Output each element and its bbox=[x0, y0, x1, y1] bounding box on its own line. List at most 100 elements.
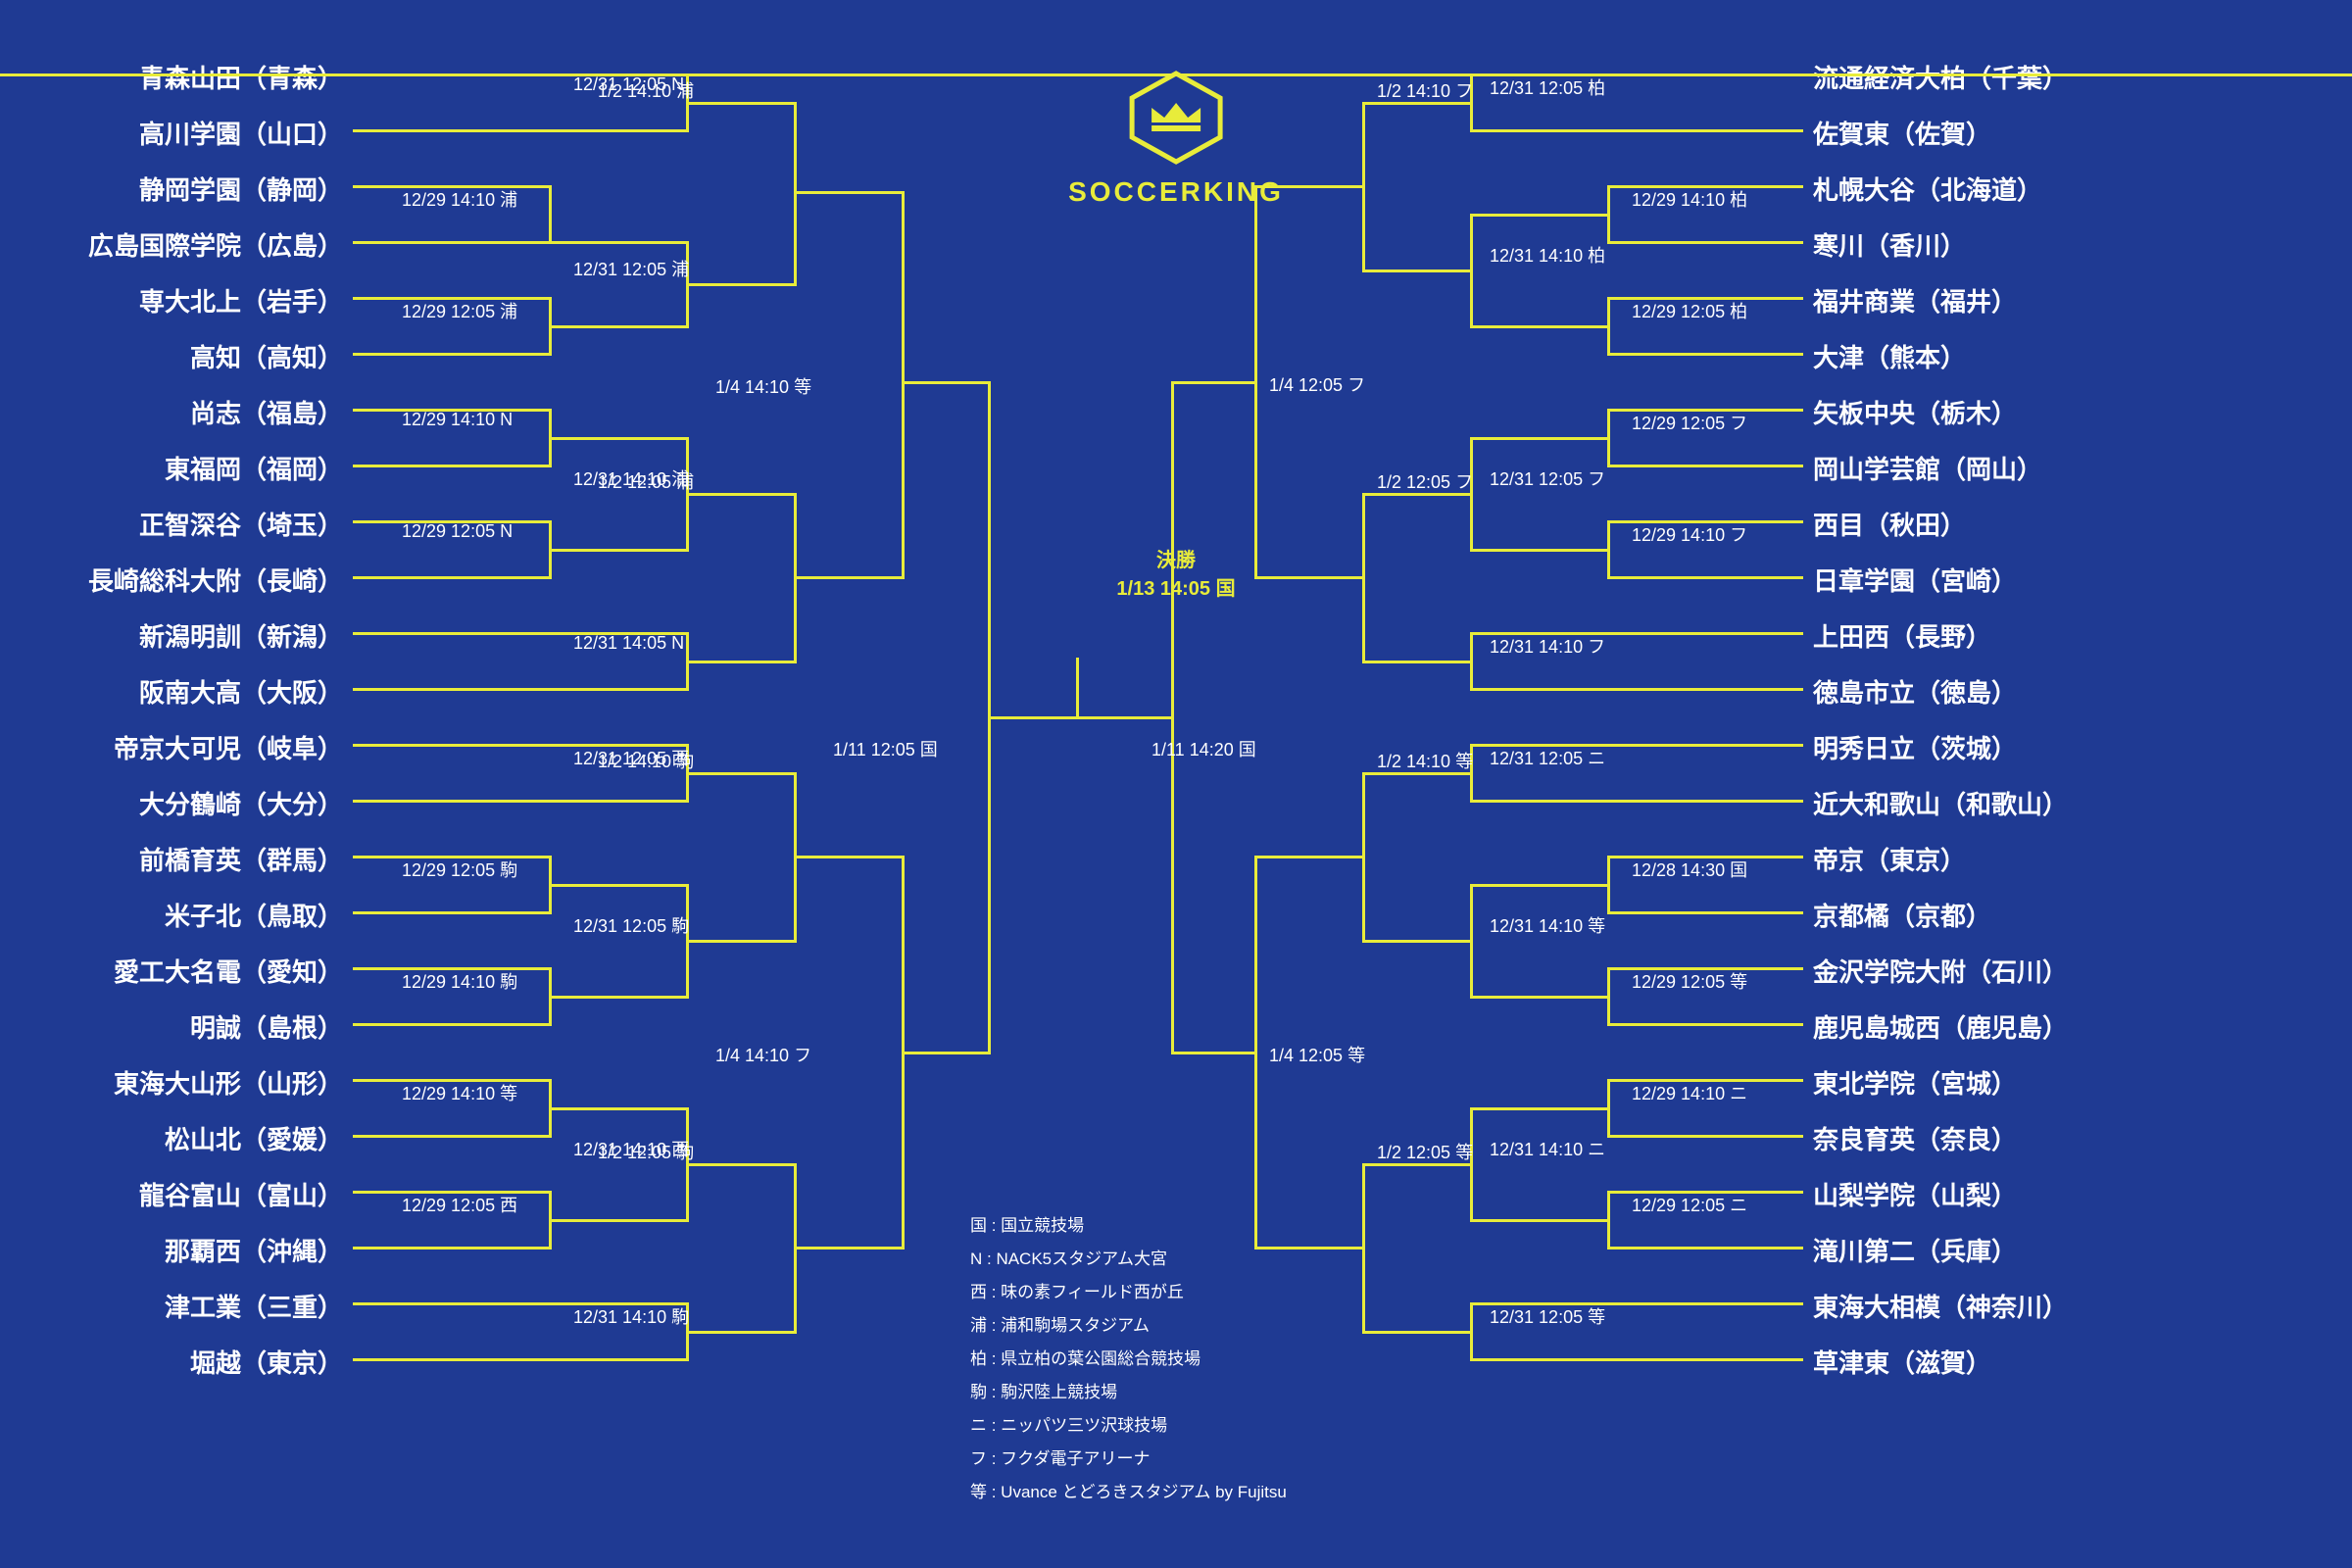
bracket-line bbox=[686, 493, 794, 496]
team-L-1: 高川学園（山口） bbox=[139, 115, 343, 151]
match-r1-L-3: 12/29 12:05 N bbox=[402, 521, 513, 542]
bracket-line bbox=[1779, 744, 1803, 747]
bracket-line bbox=[686, 1163, 794, 1166]
team-R-22: 東海大相模（神奈川） bbox=[1813, 1288, 2068, 1324]
team-R-19: 奈良育英（奈良） bbox=[1813, 1120, 2017, 1156]
bracket-line bbox=[353, 856, 377, 858]
bracket-line bbox=[353, 74, 377, 76]
bracket-line bbox=[1779, 74, 1803, 76]
match-r3-L-3: 1/2 12:05 駒 bbox=[598, 1139, 694, 1164]
bracket-line bbox=[353, 967, 377, 970]
bracket-line bbox=[549, 884, 686, 887]
match-r1-R-1: 12/29 12:05 柏 bbox=[1632, 298, 1747, 323]
bracket-line bbox=[794, 576, 902, 579]
venue-legend: 国 : 国立競技場N : NACK5スタジアム大宮西 : 味の素フィールド西が丘… bbox=[970, 1209, 1382, 1509]
team-L-2: 静岡学園（静岡） bbox=[139, 171, 343, 207]
bracket-line bbox=[1779, 129, 1803, 132]
team-R-10: 上田西（長野） bbox=[1813, 617, 1991, 654]
bracket-line bbox=[1607, 911, 1779, 914]
bracket-line bbox=[1362, 940, 1470, 943]
team-R-6: 矢板中央（栃木） bbox=[1813, 394, 2017, 430]
bracket-line bbox=[1779, 1302, 1803, 1305]
bracket-line bbox=[1779, 1079, 1803, 1082]
bracket-line bbox=[1607, 241, 1779, 244]
bracket-line bbox=[1362, 270, 1470, 272]
team-L-21: 那覇西（沖縄） bbox=[165, 1232, 343, 1268]
match-semi-R: 1/11 14:20 国 bbox=[1152, 736, 1256, 761]
team-L-6: 尚志（福島） bbox=[190, 394, 343, 430]
bracket-line bbox=[1171, 381, 1254, 384]
bracket-line bbox=[1607, 576, 1779, 579]
match-r2-R-5: 12/31 14:10 等 bbox=[1490, 912, 1605, 938]
bracket-line bbox=[377, 241, 549, 244]
team-L-17: 明誠（島根） bbox=[190, 1008, 343, 1045]
team-L-7: 東福岡（福岡） bbox=[165, 450, 343, 486]
match-r1-L-1: 12/29 12:05 浦 bbox=[402, 298, 517, 323]
bracket-line bbox=[377, 911, 549, 914]
bracket-line bbox=[1607, 688, 1779, 691]
bracket-line bbox=[377, 1247, 549, 1250]
match-r2-R-7: 12/31 12:05 等 bbox=[1490, 1303, 1605, 1329]
team-R-13: 近大和歌山（和歌山） bbox=[1813, 785, 2068, 821]
bracket-line bbox=[1470, 1107, 1473, 1222]
bracket-line bbox=[353, 1023, 377, 1026]
bracket-line bbox=[1470, 214, 1473, 328]
match-r1-L-0: 12/29 14:10 浦 bbox=[402, 186, 517, 212]
bracket-line bbox=[549, 1219, 686, 1222]
bracket-line bbox=[549, 996, 686, 999]
bracket-line bbox=[1470, 1358, 1607, 1361]
bracket-line bbox=[1779, 1191, 1803, 1194]
team-R-15: 京都橘（京都） bbox=[1813, 897, 1991, 933]
bracket-line bbox=[1470, 1107, 1607, 1110]
bracket-line bbox=[1362, 493, 1365, 663]
bracket-line bbox=[353, 185, 377, 188]
match-r2-L-1: 12/31 12:05 浦 bbox=[573, 256, 689, 281]
bracket-line bbox=[377, 688, 549, 691]
team-R-0: 流通経済大柏（千葉） bbox=[1813, 59, 2068, 95]
match-r1-R-3: 12/29 14:10 フ bbox=[1632, 521, 1747, 547]
bracket-line bbox=[1607, 297, 1610, 356]
bracket-line bbox=[1779, 576, 1803, 579]
bracket-line bbox=[353, 129, 377, 132]
bracket-line bbox=[1779, 409, 1803, 412]
match-r2-R-6: 12/31 14:10 ニ bbox=[1490, 1136, 1605, 1161]
bracket-line bbox=[1779, 465, 1803, 467]
bracket-line bbox=[1607, 1191, 1610, 1250]
match-r1-R-4: 12/28 14:30 国 bbox=[1632, 857, 1747, 882]
bracket-line bbox=[1362, 661, 1470, 663]
bracket-line bbox=[377, 576, 549, 579]
bracket-line bbox=[1607, 1135, 1779, 1138]
match-qf-R-1: 1/4 12:05 等 bbox=[1269, 1042, 1365, 1067]
bracket-line bbox=[1779, 520, 1803, 523]
logo: SOCCERKING bbox=[1068, 69, 1284, 208]
bracket-line bbox=[1607, 1302, 1779, 1305]
bracket-line bbox=[353, 1302, 377, 1305]
bracket-line bbox=[1254, 1247, 1362, 1250]
team-L-12: 帝京大可児（岐阜） bbox=[114, 729, 343, 765]
bracket-line bbox=[1607, 1358, 1779, 1361]
team-L-11: 阪南大高（大阪） bbox=[139, 673, 343, 710]
bracket-line bbox=[1470, 214, 1607, 217]
bracket-line bbox=[1254, 856, 1362, 858]
bracket-line bbox=[377, 1135, 549, 1138]
bracket-line bbox=[549, 129, 686, 132]
bracket-line bbox=[1779, 688, 1803, 691]
team-R-9: 日章学園（宮崎） bbox=[1813, 562, 2017, 598]
bracket-line bbox=[1254, 185, 1362, 188]
bracket-line bbox=[353, 297, 377, 300]
bracket-line bbox=[1779, 297, 1803, 300]
bracket-line bbox=[549, 437, 686, 440]
bracket-line bbox=[1470, 1219, 1607, 1222]
team-L-16: 愛工大名電（愛知） bbox=[114, 953, 343, 989]
bracket-line bbox=[377, 1302, 549, 1305]
bracket-line bbox=[549, 549, 686, 552]
match-r1-R-7: 12/29 12:05 ニ bbox=[1632, 1192, 1747, 1217]
bracket-line bbox=[1779, 911, 1803, 914]
team-R-4: 福井商業（福井） bbox=[1813, 282, 2017, 318]
bracket-line bbox=[353, 911, 377, 914]
bracket-line bbox=[686, 1331, 794, 1334]
bracket-line bbox=[353, 800, 377, 803]
match-r3-R-3: 1/2 12:05 等 bbox=[1377, 1139, 1473, 1164]
bracket-line bbox=[549, 1107, 686, 1110]
team-R-11: 徳島市立（徳島） bbox=[1813, 673, 2017, 710]
